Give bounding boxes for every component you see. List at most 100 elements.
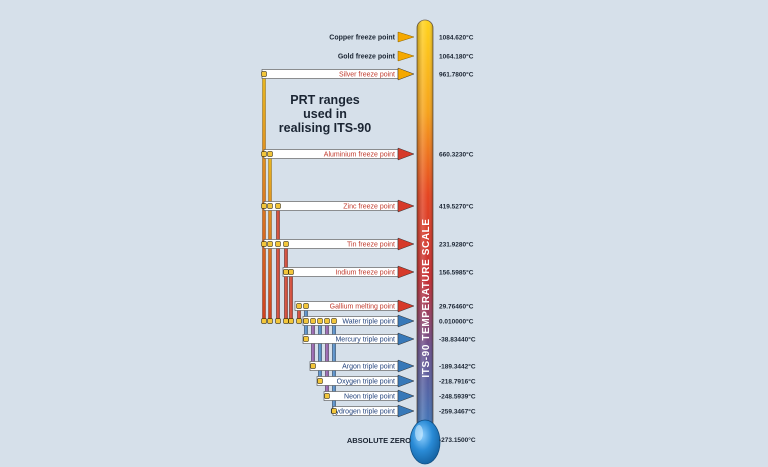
prt-dot (296, 318, 302, 324)
fixed-point-arrow (397, 389, 415, 403)
title: PRT ranges used in realising ITS-90 (279, 93, 371, 135)
fixed-point-label: Argon triple point (342, 364, 395, 371)
prt-rod (318, 320, 322, 382)
prt-dot (303, 336, 309, 342)
fixed-point-row: Gold freeze point 1064.180°C (338, 50, 474, 62)
fixed-point-arrow (397, 199, 415, 213)
prt-dot (267, 203, 273, 209)
fixed-point-arrow (397, 404, 415, 418)
fixed-point-label: Neon triple point (344, 394, 395, 401)
fixed-point-temperature: -218.7916°C (439, 378, 476, 386)
fixed-point-temperature: 231.9280°C (439, 241, 474, 249)
thermometer-bulb (409, 419, 441, 465)
fixed-point-label: Oxygen triple point (337, 379, 395, 386)
fixed-point-arrow (397, 359, 415, 373)
prt-dot (261, 71, 267, 77)
prt-dot (275, 203, 281, 209)
prt-dot (261, 318, 267, 324)
fixed-point-row: Gallium melting point 29.76460°C (294, 299, 474, 313)
title-line-1: PRT ranges (290, 93, 360, 107)
fixed-point-row: Oxygen triple point -218.7916°C (316, 374, 476, 388)
fixed-point-temperature: 1084.620°C (439, 34, 474, 42)
prt-rod (284, 243, 288, 322)
fixed-point-row: Argon triple point -189.3442°C (309, 359, 476, 373)
fixed-point-temperature: 0.010000°C (439, 318, 474, 326)
fixed-point-label: Gallium melting point (330, 304, 395, 311)
prt-rod (262, 73, 266, 322)
prt-dot (324, 318, 330, 324)
fixed-point-label: Mercury triple point (335, 337, 395, 344)
thermometer-bulb-highlight (415, 425, 423, 441)
fixed-point-temperature: -259.3467°C (439, 408, 476, 416)
fixed-point-row: Tin freeze point 231.9280°C (263, 237, 474, 251)
prt-rod (276, 205, 280, 322)
fixed-point-row: Water triple point 0.010000°C (302, 314, 474, 328)
prt-dot (331, 408, 337, 414)
fixed-point-label: Water triple point (342, 319, 395, 326)
fixed-point-arrow (397, 299, 415, 313)
prt-rod (268, 153, 272, 322)
fixed-point-label: Aluminium freeze point (324, 152, 395, 159)
scale-label: ITS-90 TEMPERATURE SCALE (421, 218, 432, 377)
prt-dot (288, 269, 294, 275)
prt-dot (310, 363, 316, 369)
prt-dot (331, 318, 337, 324)
fixed-point-row: Neon triple point -248.5939°C (323, 389, 476, 403)
fixed-point-label: Gold freeze point (338, 54, 396, 61)
fixed-point-arrow (397, 237, 415, 251)
fixed-point-temperature: -189.3442°C (439, 363, 476, 371)
prt-rod (289, 271, 293, 322)
prt-dot (275, 241, 281, 247)
fixed-point-label: Tin freeze point (347, 242, 395, 249)
fixed-point-row: Mercury triple point -38.83440°C (302, 332, 476, 346)
prt-dot (261, 203, 267, 209)
prt-dot (275, 318, 281, 324)
fixed-point-temperature: 419.5270°C (439, 203, 474, 211)
fixed-point-row: Indium freeze point 156.5985°C (282, 265, 474, 279)
prt-dot (310, 318, 316, 324)
fixed-point-arrow (397, 314, 415, 328)
prt-dot (261, 241, 267, 247)
fixed-point-row: Silver freeze point 961.7800°C (261, 67, 474, 81)
prt-dot (283, 269, 289, 275)
prt-dot (303, 303, 309, 309)
fixed-point-temperature: 660.3230°C (439, 151, 474, 159)
fixed-point-row: Copper freeze point 1084.620°C (329, 31, 474, 43)
fixed-point-arrow (397, 50, 415, 62)
prt-dot (283, 318, 289, 324)
prt-dot (317, 318, 323, 324)
title-line-3: realising ITS-90 (279, 121, 371, 135)
fixed-point-temperature: -38.83440°C (439, 336, 476, 344)
prt-dot (296, 303, 302, 309)
prt-dot (261, 151, 267, 157)
fixed-point-row: Zinc freeze point 419.5270°C (263, 199, 474, 213)
fixed-point-label: Copper freeze point (329, 35, 395, 42)
fixed-point-arrow (397, 332, 415, 346)
prt-dot (324, 393, 330, 399)
fixed-point-arrow (397, 67, 415, 81)
fixed-point-label: Hydrogen triple point (330, 409, 395, 416)
fixed-point-arrow (397, 147, 415, 161)
thermometer-tube-shade (417, 20, 433, 438)
fixed-point-rows: Copper freeze point 1084.620°C Gold freeze… (261, 31, 476, 418)
prt-dot (267, 241, 273, 247)
prt-connection-dots (261, 71, 337, 414)
prt-dot (317, 378, 323, 384)
fixed-point-temperature: 1064.180°C (439, 53, 474, 61)
fixed-point-temperature: 961.7800°C (439, 71, 474, 79)
absolute-zero-label: ABSOLUTE ZERO (347, 436, 411, 445)
prt-dot (303, 318, 309, 324)
prt-dot (288, 318, 294, 324)
prt-dot (267, 151, 273, 157)
fixed-point-row: Hydrogen triple point -259.3467°C (330, 404, 476, 418)
title-line-2: used in (303, 107, 347, 121)
fixed-point-label: Silver freeze point (339, 72, 395, 79)
thermometer: ITS-90 TEMPERATURE SCALE (409, 19, 441, 465)
fixed-point-temperature: -248.5939°C (439, 393, 476, 401)
fixed-point-row: Aluminium freeze point 660.3230°C (263, 147, 474, 161)
fixed-point-label: Zinc freeze point (343, 204, 395, 211)
prt-dot (283, 241, 289, 247)
fixed-point-label: Indium freeze point (335, 270, 395, 277)
